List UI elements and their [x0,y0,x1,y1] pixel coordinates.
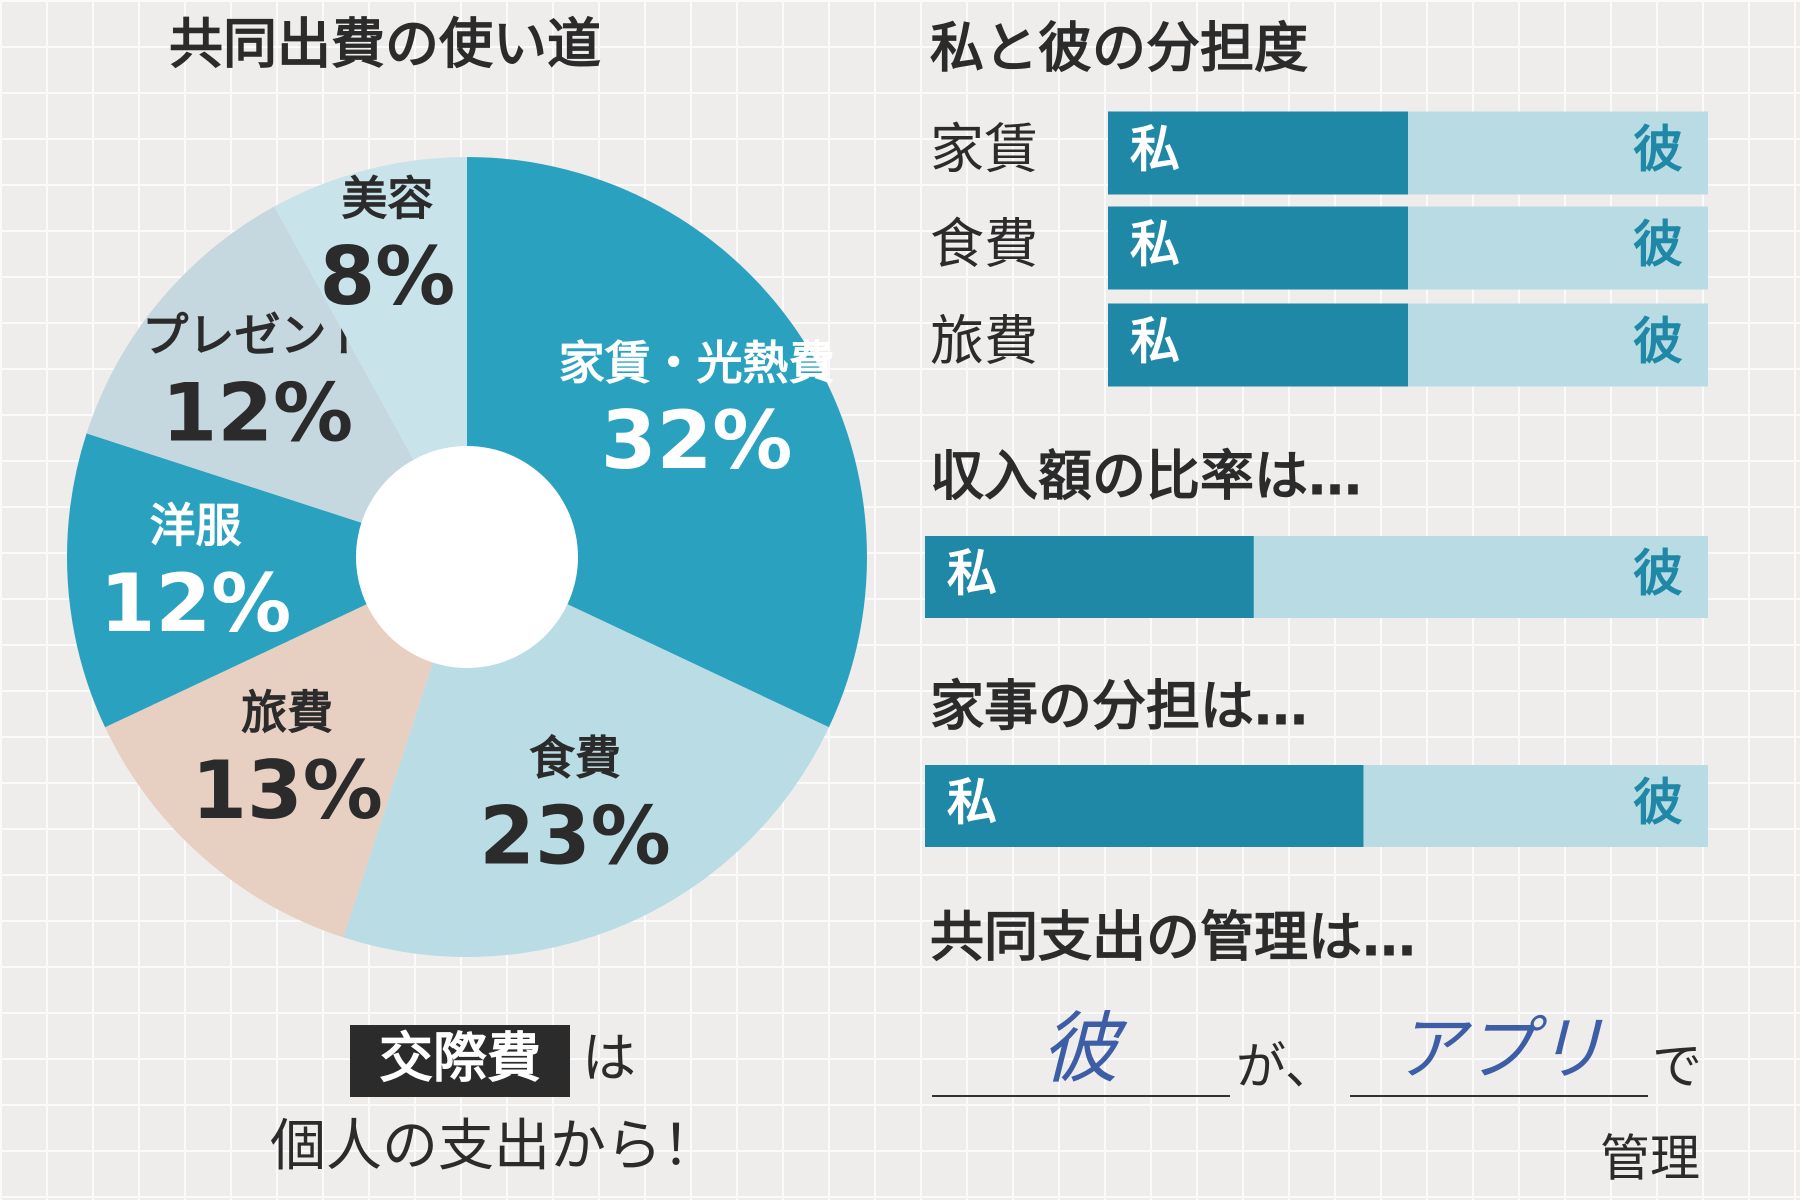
slice-label: 美容 [341,172,433,226]
series-label: 彼 [1633,121,1683,179]
bar-segment [925,765,1364,847]
series-label: 私 [947,774,997,832]
donut-hole [356,446,578,668]
pie-slice [67,433,468,728]
series-label: 彼 [1633,774,1683,832]
bar-segment [1408,303,1708,387]
bar-segment [1408,206,1708,290]
chart-title: 共同出費の使い道 [169,13,601,76]
bar-segment [1408,111,1708,195]
series-label: 私 [1130,313,1180,371]
bar-segment [1253,536,1708,618]
section-title: 私と彼の分担度 [930,17,1308,80]
note-text: は [582,1027,636,1090]
handwritten: アプリ [1395,1008,1605,1090]
value-label: 13% [191,744,382,837]
value-label: 32% [601,394,792,487]
series-label: 彼 [1633,313,1683,371]
note-text: が、 [1236,1038,1335,1096]
section-title: 収入額の比率は… [930,445,1362,508]
pie-slice [86,206,467,557]
note-text: 管理 [1600,1130,1700,1188]
row-label: 家賃 [930,118,1038,181]
series-label: 私 [1130,121,1180,179]
slice-label: 洋服 [150,499,242,553]
section-title: 家事の分担は… [930,675,1308,738]
section-title: 共同支出の管理は… [930,906,1416,969]
slice-label: 食費 [529,731,621,785]
bar-segment [1108,303,1408,387]
row-label: 食費 [930,213,1038,276]
pie-slice [105,557,467,938]
value-label: 8% [320,230,456,323]
series-label: 彼 [1633,216,1683,274]
bar-segment [1108,111,1408,195]
highlight-box [350,1025,570,1097]
slice-label: 家賃・光熱費 [559,336,835,390]
note-text: で [1652,1038,1702,1096]
series-label: 私 [947,545,997,603]
value-label: 12% [162,367,353,460]
bar-segment [925,536,1254,618]
value-label: 12% [100,557,291,650]
bar-segment [1363,765,1708,847]
slice-label: プレゼント [142,308,372,362]
series-label: 彼 [1633,545,1683,603]
series-label: 私 [1130,216,1180,274]
note-highlight: 交際費 [379,1027,541,1090]
bar-segment [1108,206,1408,290]
value-label: 23% [479,790,670,883]
handwritten: 彼 [1041,1005,1128,1095]
note-text: 個人の支出から！ [270,1114,718,1179]
slice-label: 旅費 [241,686,333,740]
row-label: 旅費 [930,310,1038,373]
